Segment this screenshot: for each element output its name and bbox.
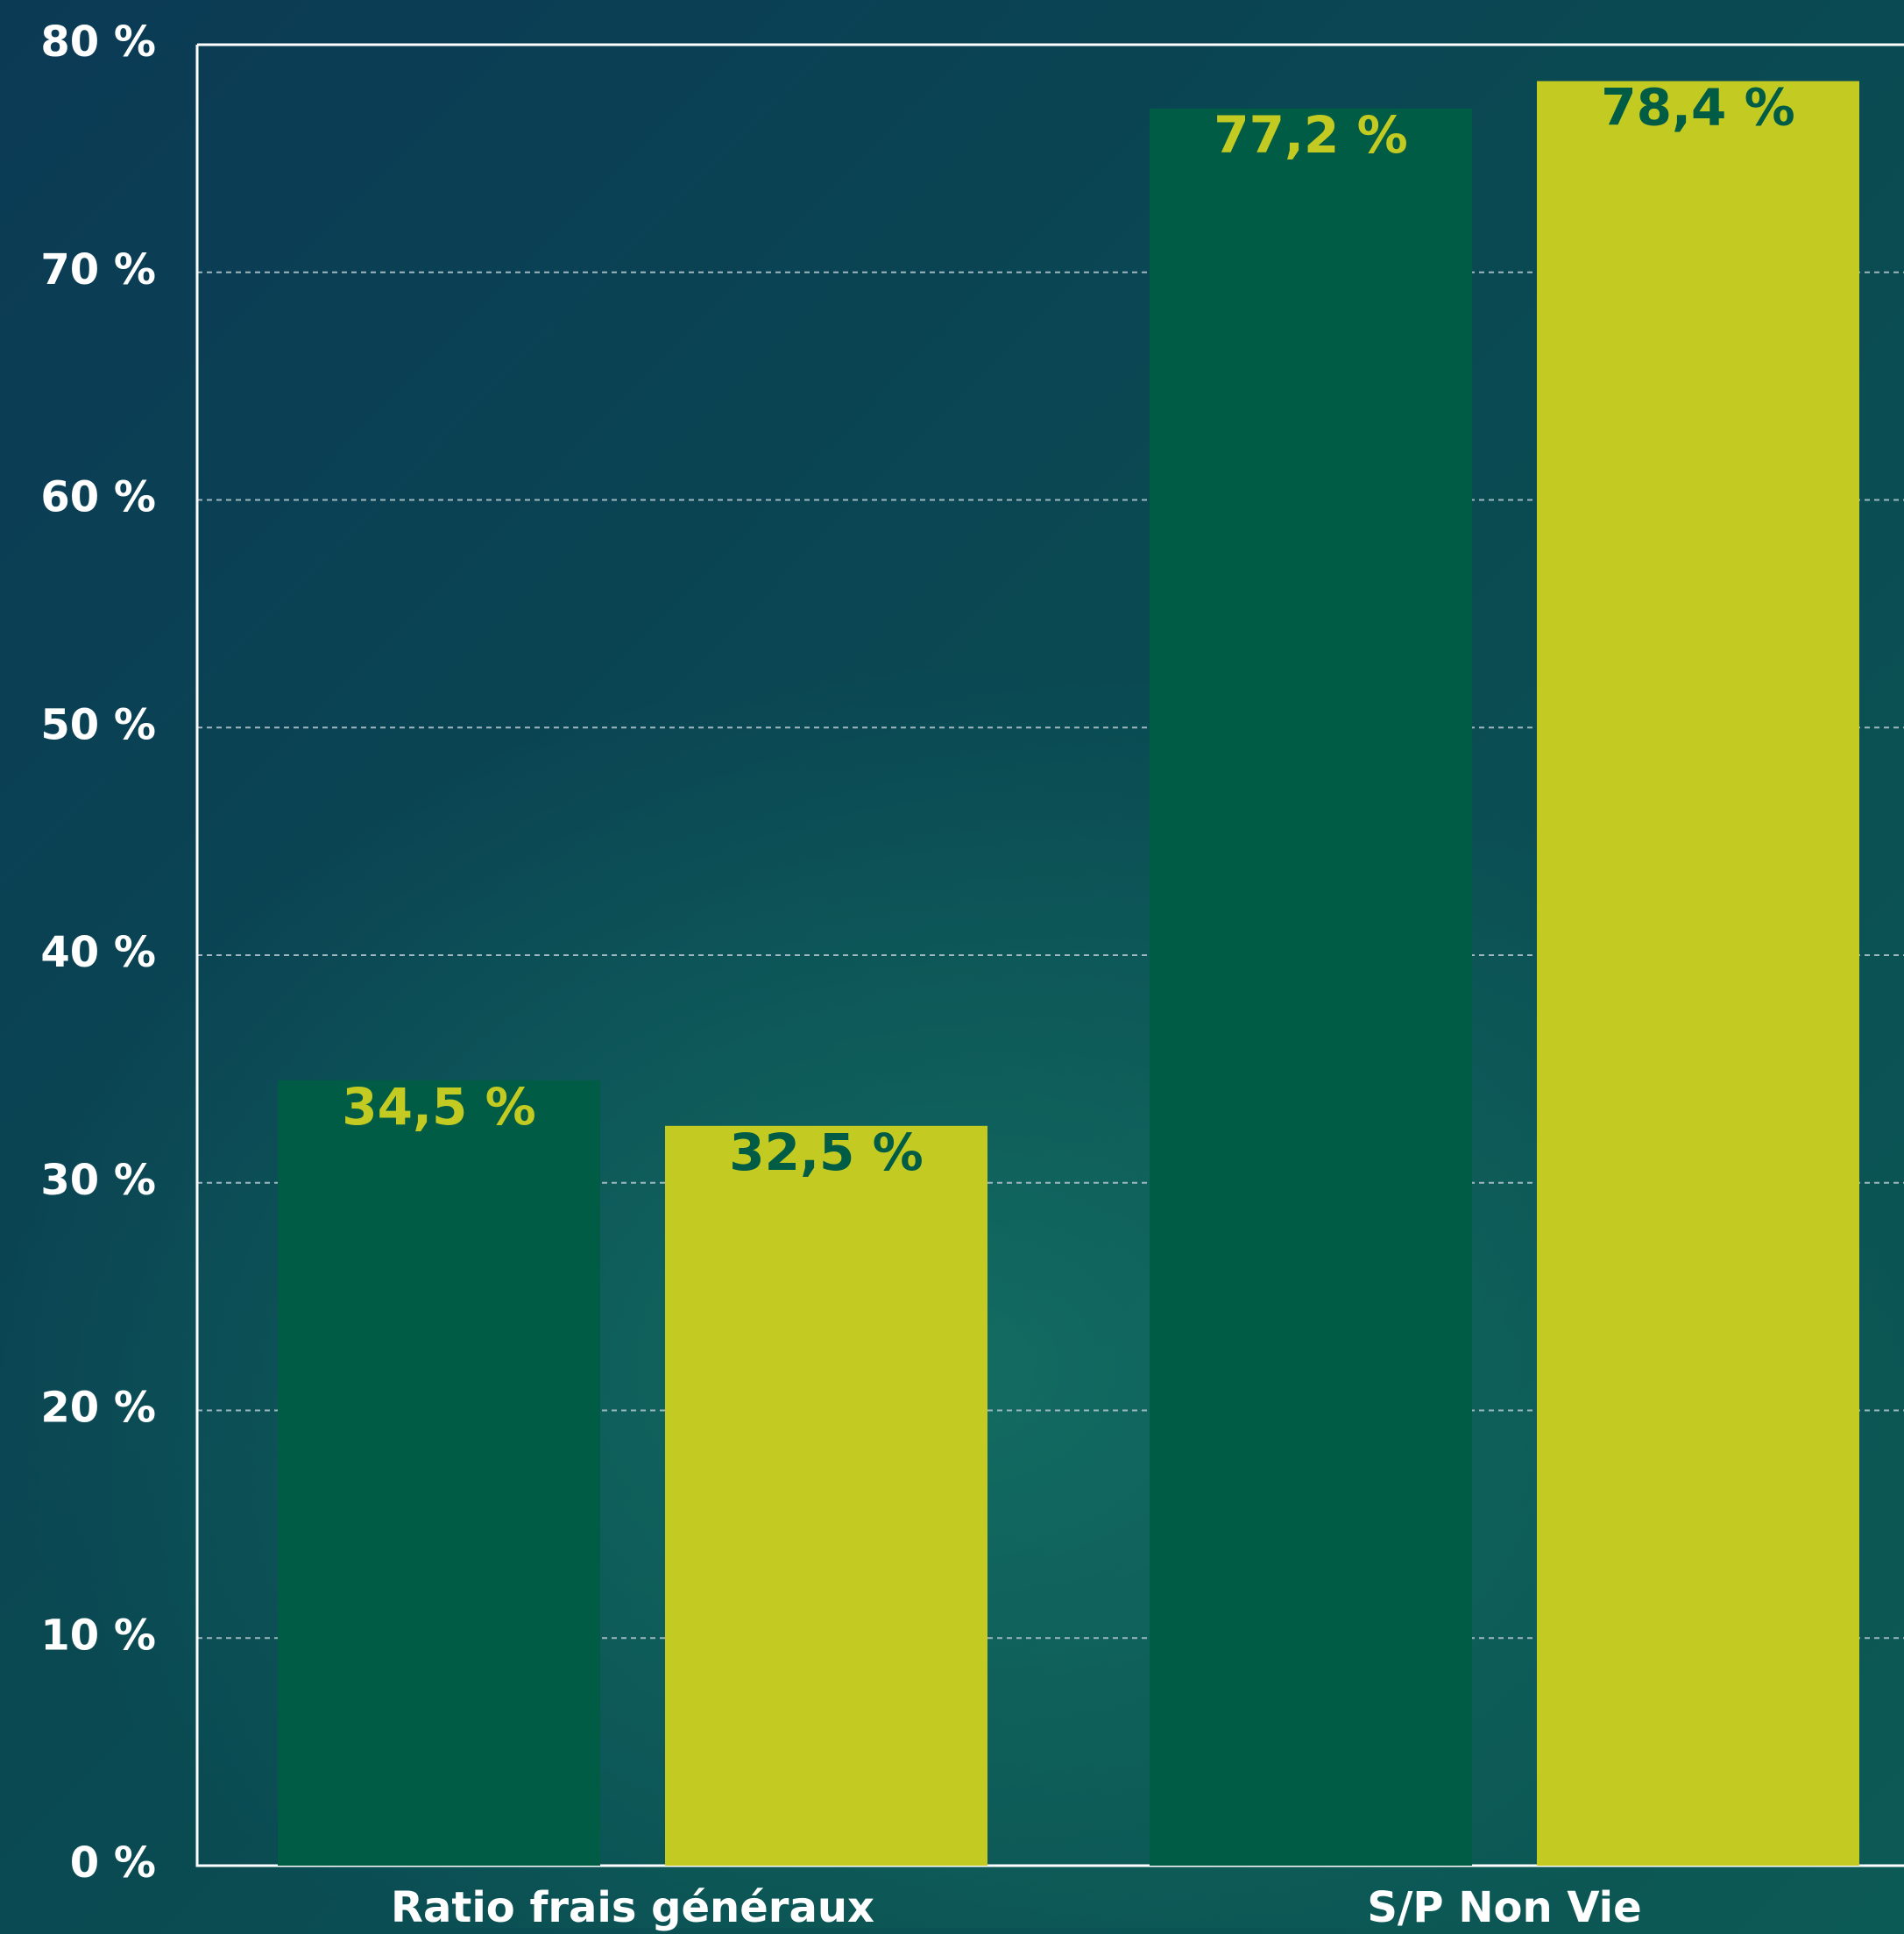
marks: 34,5 % 32,5 % 77,2 % 78,4 % [278, 78, 1859, 1867]
value-label: 34,5 % [342, 1077, 535, 1137]
y-tick-label: 30 % [40, 1156, 156, 1205]
bar [665, 1125, 987, 1866]
y-tick-label: 80 % [40, 18, 156, 67]
value-label: 77,2 % [1214, 105, 1407, 165]
y-tick-label: 20 % [40, 1384, 156, 1433]
y-tick-label: 50 % [40, 700, 156, 749]
value-label: 78,4 % [1601, 78, 1794, 138]
y-tick-label: 40 % [40, 928, 156, 977]
y-tick-label: 60 % [40, 473, 156, 522]
y-tick-label: 10 % [40, 1611, 156, 1660]
bar [278, 1080, 600, 1866]
bar [1537, 81, 1859, 1866]
x-tick-label: Ratio frais généraux [391, 1883, 874, 1932]
y-tick-label: 70 % [40, 245, 156, 294]
y-tick-label: 0 % [70, 1838, 156, 1888]
value-label: 32,5 % [729, 1123, 923, 1182]
bar [1150, 108, 1472, 1867]
x-tick-label: S/P Non Vie [1367, 1883, 1641, 1932]
